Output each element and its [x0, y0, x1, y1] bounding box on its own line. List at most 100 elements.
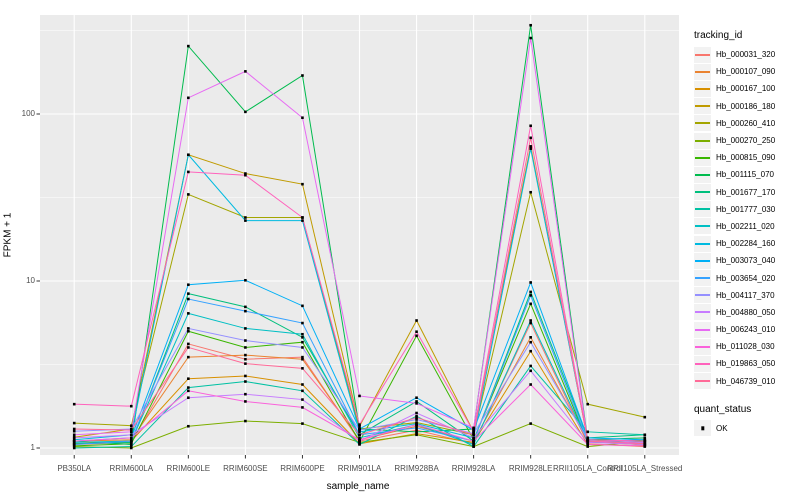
data-point [301, 219, 304, 222]
data-point [415, 416, 418, 419]
x-tick-label: RRIM928LE [508, 464, 553, 473]
data-point [415, 319, 418, 322]
data-point [415, 424, 418, 428]
legend-key [694, 252, 711, 269]
data-point [187, 292, 190, 295]
data-point [187, 342, 190, 346]
data-point [529, 281, 532, 284]
data-point [72, 439, 76, 443]
data-point [415, 430, 418, 434]
legend-item: Hb_011028_030 [694, 338, 798, 355]
data-point [244, 339, 247, 342]
data-point [129, 445, 133, 448]
legend-item-label: Hb_000107_090 [716, 67, 776, 77]
data-point [358, 428, 361, 432]
data-point [643, 444, 647, 448]
data-point [244, 380, 247, 383]
data-point [187, 386, 190, 389]
x-tick-label: RRIM600SE [223, 464, 268, 473]
data-point [301, 406, 304, 409]
legend-key [694, 338, 711, 355]
x-tick-label: RRIM600LE [166, 464, 211, 473]
data-point [358, 430, 361, 434]
legend-key-line-icon [695, 362, 710, 365]
legend-item: Hb_006243_010 [694, 321, 798, 338]
legend-item: Hb_046739_010 [694, 373, 798, 390]
data-point [529, 23, 532, 27]
data-point [472, 436, 475, 440]
legend-item: Hb_000815_090 [694, 149, 798, 166]
data-point [187, 329, 190, 333]
legend-item-label: Hb_004880_050 [716, 307, 776, 317]
legend-key [694, 132, 711, 149]
legend-item-label: Hb_006243_010 [716, 325, 776, 335]
data-point [529, 319, 532, 322]
legend-key-line-icon [695, 277, 710, 280]
data-point [358, 443, 361, 446]
data-point [244, 70, 247, 73]
legend-key-line-icon [695, 173, 710, 176]
data-point [472, 445, 475, 448]
data-point [643, 438, 647, 442]
data-point [129, 430, 133, 434]
data-point [415, 428, 418, 432]
data-point [301, 332, 304, 336]
data-point [529, 336, 532, 339]
data-point [187, 327, 190, 330]
legend-item: Hb_000167_100 [694, 80, 798, 97]
data-point [244, 172, 247, 175]
data-point [472, 439, 475, 443]
data-point [529, 290, 532, 294]
data-point [301, 321, 304, 325]
data-point [187, 297, 190, 301]
legend-item: Hb_001115_070 [694, 166, 798, 183]
data-point [415, 330, 418, 334]
legend-item-label: Hb_001677_170 [716, 187, 776, 197]
data-point [472, 443, 475, 446]
legend-item-label: Hb_004117_370 [716, 290, 775, 300]
legend-title-tracking-id: tracking_id [694, 30, 743, 41]
legend-item: Hb_019863_050 [694, 355, 798, 372]
data-point [187, 424, 190, 428]
legend-items: Hb_000031_320 Hb_000107_090 Hb_000167_100 H… [694, 46, 798, 390]
legend-key [694, 218, 711, 235]
data-point [529, 36, 532, 40]
data-point [129, 428, 133, 432]
data-point [529, 369, 532, 373]
legend-key [694, 270, 711, 287]
legend-key-line-icon [695, 380, 710, 383]
data-point [244, 219, 247, 222]
x-axis-title: sample_name [326, 481, 390, 492]
quant-status-legend: quant_status OK [694, 404, 798, 437]
legend-key [694, 287, 711, 304]
legend-item: Hb_002284_160 [694, 235, 798, 252]
data-point [301, 357, 304, 361]
data-point [529, 124, 532, 128]
legend-item-label: Hb_000031_320 [716, 50, 776, 60]
data-point [187, 346, 190, 349]
data-point [72, 436, 76, 440]
data-point [187, 170, 190, 174]
legend-key [694, 115, 711, 132]
data-point [643, 439, 647, 443]
data-point [72, 441, 76, 444]
legend-key-line-icon [695, 105, 710, 108]
point-marker-icon [700, 426, 705, 431]
data-point [643, 442, 647, 446]
data-point [301, 340, 304, 344]
legend-key-line-icon [695, 311, 710, 314]
legend-key-line-icon [695, 87, 710, 90]
legend-key [694, 355, 711, 372]
data-point [301, 367, 304, 370]
legend-item-label: Hb_000260_410 [716, 118, 776, 128]
legend-key-line-icon [695, 156, 710, 159]
data-point [415, 396, 418, 400]
data-point [529, 302, 532, 306]
legend-item: Hb_002211_020 [694, 218, 798, 235]
legend-title-quant-status: quant_status [694, 403, 752, 415]
data-point [529, 349, 532, 353]
legend-item-label: Hb_001115_070 [716, 170, 774, 180]
data-point [586, 439, 590, 443]
data-point [472, 438, 475, 442]
